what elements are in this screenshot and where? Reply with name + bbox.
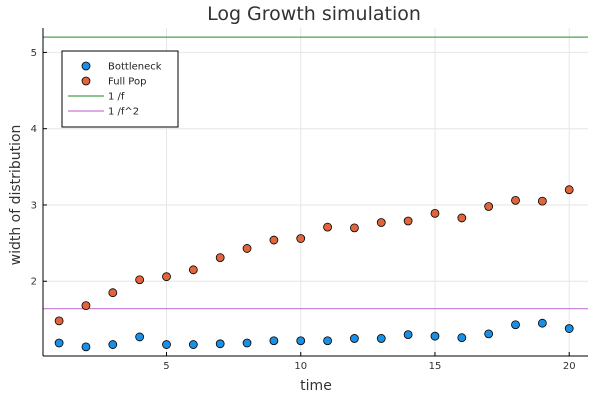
y-axis-label: width of distribution	[8, 125, 24, 266]
data-point	[484, 202, 494, 211]
data-point	[457, 213, 467, 223]
data-point	[350, 334, 359, 343]
data-point	[162, 340, 171, 349]
reference-lines	[43, 36, 588, 310]
data-point	[376, 334, 386, 343]
data-point	[54, 316, 64, 326]
x-axis-label: time	[300, 378, 332, 394]
data-point	[135, 332, 145, 342]
data-point	[296, 234, 306, 243]
data-point	[242, 244, 252, 253]
y-tick-label: 4	[31, 124, 37, 135]
data-point	[537, 318, 547, 328]
data-point	[564, 185, 574, 195]
data-point	[457, 333, 467, 343]
x-tick-label: 10	[294, 361, 307, 372]
tick-labels: 5 10 15 20 2 3 4 5	[31, 48, 576, 372]
data-point	[108, 288, 118, 298]
data-point	[215, 253, 225, 263]
data-point	[403, 330, 413, 340]
data-point	[215, 339, 225, 349]
y-tick-label: 2	[31, 277, 37, 288]
data-point	[269, 235, 279, 245]
legend-label: Bottleneck	[108, 62, 162, 73]
data-point	[269, 336, 279, 346]
x-tick-label: 20	[563, 361, 576, 372]
data-point	[323, 222, 332, 232]
data-point	[162, 272, 171, 282]
legend-point-marker	[81, 61, 91, 71]
data-point	[81, 342, 91, 352]
legend-box	[61, 50, 179, 128]
legend-label: 1 /f^2	[108, 107, 139, 118]
data-point	[511, 195, 520, 205]
legend-point-marker	[81, 76, 91, 86]
data-point	[296, 336, 306, 346]
data-points	[54, 185, 574, 352]
data-point	[511, 320, 520, 330]
grid	[43, 28, 588, 356]
data-point	[188, 265, 198, 275]
chart-title: Log Growth simulation	[207, 3, 421, 25]
data-point	[484, 329, 494, 339]
data-point	[537, 196, 547, 206]
axes	[42, 28, 588, 357]
data-point	[430, 208, 440, 218]
x-tick-label: 15	[429, 361, 442, 372]
data-point	[242, 338, 252, 348]
data-point	[188, 340, 198, 349]
data-point	[403, 216, 413, 226]
data-point	[54, 338, 64, 348]
data-point	[135, 275, 145, 285]
data-point	[81, 301, 91, 311]
data-point	[323, 336, 332, 346]
legend: Bottleneck Full Pop 1 /f 1 /f^2	[61, 50, 179, 128]
y-tick-label: 3	[31, 200, 37, 211]
y-tick-label: 5	[31, 48, 37, 59]
data-point	[564, 324, 574, 333]
data-point	[350, 223, 359, 233]
legend-label: 1 /f	[108, 92, 125, 103]
data-point	[430, 331, 440, 341]
legend-label: Full Pop	[108, 77, 146, 88]
data-point	[376, 218, 386, 227]
x-tick-label: 5	[163, 361, 169, 372]
data-point	[108, 340, 118, 349]
